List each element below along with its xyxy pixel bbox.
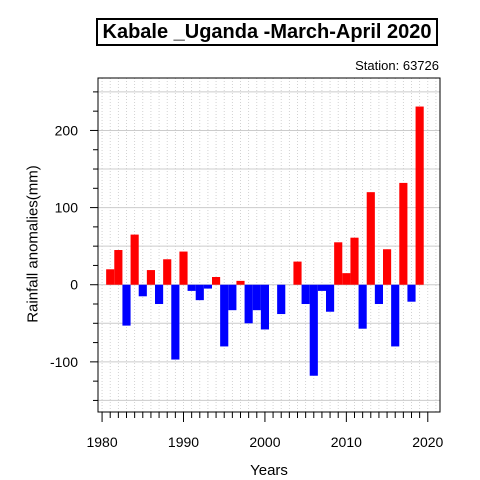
bar-1982 <box>114 250 123 285</box>
bar-2016 <box>391 284 400 347</box>
bar-2015 <box>383 249 392 285</box>
bar-2017 <box>399 182 408 285</box>
bar-2019 <box>415 106 424 285</box>
bar-2002 <box>277 284 286 315</box>
bar-1999 <box>252 284 261 311</box>
bar-1986 <box>146 270 155 285</box>
bar-1994 <box>212 277 221 285</box>
bar-1985 <box>138 284 147 297</box>
bar-1998 <box>244 284 253 324</box>
bar-1981 <box>106 269 115 285</box>
bar-1992 <box>195 284 204 301</box>
bar-2009 <box>334 242 343 285</box>
bar-2004 <box>293 261 302 285</box>
x-tick-label: 2000 <box>249 434 280 450</box>
bar-2012 <box>358 284 367 329</box>
bar-1990 <box>179 251 188 285</box>
x-tick-label: 2010 <box>331 434 362 450</box>
bar-2006 <box>309 284 318 376</box>
bar-2008 <box>326 284 335 312</box>
bar-2011 <box>350 237 359 285</box>
bar-2010 <box>342 273 351 285</box>
y-tick-label: 0 <box>70 277 78 293</box>
bar-1997 <box>236 280 245 285</box>
x-tick-label: 1990 <box>168 434 199 450</box>
x-tick-label: 1980 <box>86 434 117 450</box>
bar-1989 <box>171 284 180 360</box>
bar-2018 <box>407 284 416 302</box>
bar-1984 <box>130 234 139 285</box>
y-axis-label: Rainfall anomalies(mm) <box>24 165 42 323</box>
plot-frame <box>97 77 441 413</box>
station-label: Station: 63726 <box>355 58 439 73</box>
chart-title: Kabale _Uganda -March-April 2020 <box>102 20 432 43</box>
grid-layer <box>98 78 440 412</box>
axis-layer: 1980 1990 2000 2010 2020 -100 0 100 200 <box>50 91 444 450</box>
bar-1988 <box>163 259 172 285</box>
bar-1993 <box>203 284 212 289</box>
bar-1996 <box>228 284 237 311</box>
x-tick-label: 2020 <box>412 434 443 450</box>
bar-1991 <box>187 284 196 291</box>
bar-layer <box>106 106 424 376</box>
bar-2005 <box>301 284 310 305</box>
bar-2014 <box>374 284 383 305</box>
y-tick-label: 200 <box>55 122 79 138</box>
chart-title-box: Kabale _Uganda -March-April 2020 <box>96 18 438 46</box>
bar-1983 <box>122 284 131 326</box>
bar-2007 <box>317 284 326 291</box>
bar-1987 <box>155 284 164 305</box>
bar-2013 <box>366 192 375 285</box>
y-tick-label: -100 <box>50 354 78 370</box>
y-tick-label: 100 <box>55 200 79 216</box>
bar-2000 <box>260 284 269 330</box>
bar-1995 <box>220 284 229 347</box>
x-axis-label: Years <box>250 462 288 479</box>
